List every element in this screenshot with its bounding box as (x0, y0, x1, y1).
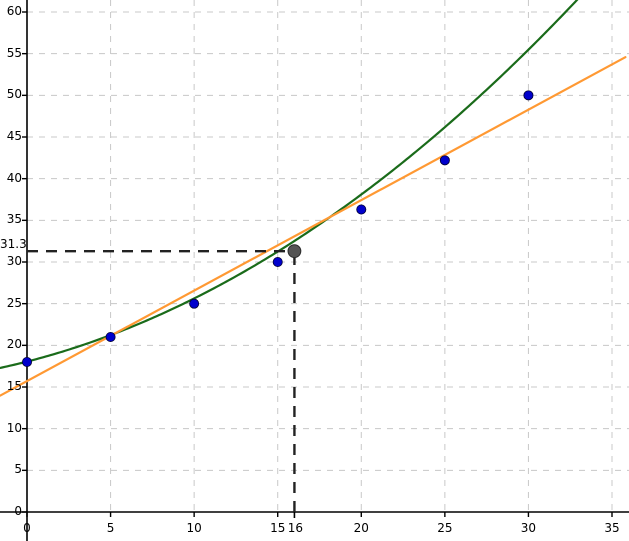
y-tick-label: 15 (6, 379, 22, 393)
x-tick-label: 15 (270, 521, 286, 535)
x-tick-label: 25 (437, 521, 453, 535)
y-tick-label: 55 (6, 45, 22, 60)
y-tick-label: 60 (6, 4, 22, 18)
x-tick-label: 30 (520, 521, 537, 535)
y-tick-label: 45 (6, 129, 22, 143)
y-tick-label: 40 (6, 170, 22, 185)
x-tick-label: 0 (23, 521, 31, 535)
x-tick-label: 5 (106, 521, 115, 535)
series-quadratic-fit (0, 0, 579, 369)
y-tick-label-highlight: 31.3 (0, 237, 27, 252)
data-point[interactable] (272, 256, 283, 267)
y-tick-label: 50 (6, 87, 22, 102)
data-point[interactable] (523, 90, 534, 101)
y-tick-label: 25 (6, 295, 22, 310)
y-tick-label: 0 (14, 504, 22, 518)
data-point[interactable] (356, 204, 367, 215)
y-tick-label: 10 (6, 420, 22, 435)
highlight-data-point[interactable] (287, 244, 302, 259)
y-tick-label: 5 (14, 462, 22, 477)
y-tick-label: 35 (6, 212, 22, 227)
data-point[interactable] (439, 155, 450, 166)
y-tick-label: 30 (6, 254, 22, 268)
data-point[interactable] (21, 356, 32, 367)
x-tick-label: 10 (186, 521, 202, 535)
x-tick-label-highlight: 16 (287, 521, 304, 535)
x-tick-label: 20 (353, 521, 369, 535)
data-point[interactable] (105, 331, 116, 342)
y-tick-label: 20 (6, 337, 22, 352)
x-tick-label: 35 (604, 521, 620, 535)
series-linear-fit (0, 56, 627, 397)
data-point[interactable] (189, 298, 200, 309)
